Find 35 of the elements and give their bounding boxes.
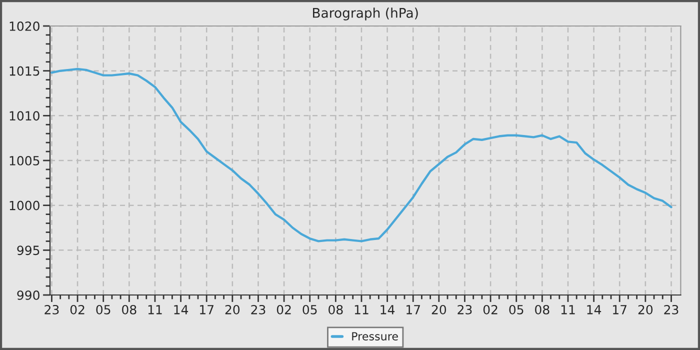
x-tick-label: 11: [354, 305, 368, 314]
x-tick-label: 08: [535, 304, 550, 314]
y-tick-label: 1000: [10, 200, 40, 210]
x-tick-label: 23: [251, 304, 266, 314]
x-tick-label: 11: [561, 305, 575, 314]
x-tick-label: 23: [664, 304, 678, 314]
y-tick-label: 995: [17, 246, 40, 256]
x-tick-label: 05: [509, 304, 524, 314]
x-tick-label: 14: [587, 305, 602, 314]
x-tick-label: 11: [148, 305, 162, 314]
x-tick-label: 05: [96, 304, 110, 314]
chart-title: Barograph (hPa): [313, 8, 418, 20]
x-tick-label: 08: [328, 304, 343, 314]
x-tick-label: 17: [406, 305, 420, 314]
x-tick-label: 08: [122, 304, 136, 314]
x-tick-label: 20: [432, 304, 446, 314]
x-tick-label: 02: [483, 304, 498, 314]
y-tick-label: 1015: [10, 66, 40, 76]
y-tick-label: 1005: [10, 156, 40, 166]
y-tick-label: 1010: [10, 111, 40, 121]
x-tick-label: 20: [225, 304, 240, 314]
line-series: [50, 68, 672, 242]
x-tick-label: 23: [458, 304, 472, 314]
x-tick-label: 17: [200, 305, 214, 314]
y-tick-label: 990: [17, 290, 40, 300]
x-tick-label: 05: [302, 304, 317, 314]
x-tick-label: 02: [276, 304, 291, 314]
x-tick-label: 14: [380, 305, 395, 314]
x-tick-label: 20: [638, 304, 653, 314]
y-tick-label: 1020: [10, 21, 40, 31]
x-tick-label: 02: [70, 304, 84, 314]
legend-label: Pressure: [352, 332, 398, 340]
x-tick-label: 23: [44, 304, 59, 314]
x-tick-label: 14: [174, 305, 188, 314]
x-tick-label: 17: [613, 305, 626, 314]
